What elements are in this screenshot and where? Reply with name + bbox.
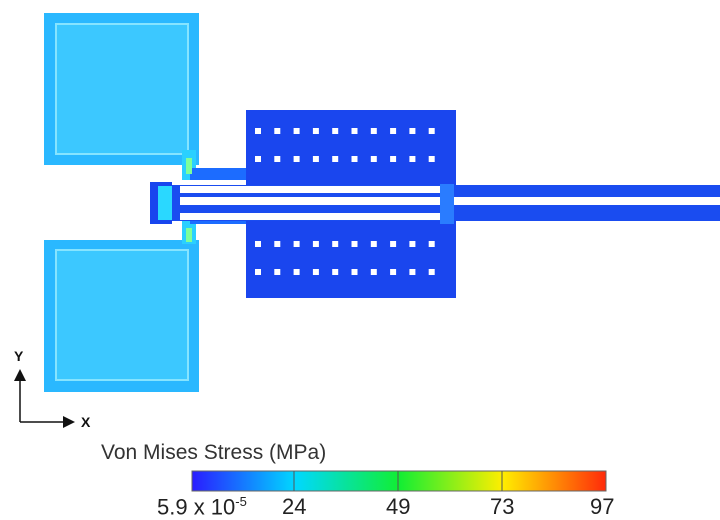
etch-hole: [370, 269, 377, 275]
etch-hole: [370, 156, 377, 162]
etch-hole: [293, 241, 300, 247]
etch-hole: [409, 156, 416, 162]
tick-1: 24: [282, 494, 307, 519]
etch-hole: [351, 128, 358, 134]
etch-hole: [370, 241, 377, 247]
x-axis-label: X: [81, 414, 91, 430]
etch-hole: [293, 156, 300, 162]
tick-3: 73: [490, 494, 515, 519]
etch-hole: [274, 156, 281, 162]
etch-hole: [428, 241, 435, 247]
etch-hole: [332, 156, 339, 162]
etch-hole: [332, 269, 339, 275]
etch-hole: [390, 128, 397, 134]
etch-hole: [351, 156, 358, 162]
comb-drive-upper: [246, 110, 456, 194]
comb-drive-lower: [246, 212, 456, 298]
etch-hole: [312, 128, 319, 134]
tick-min-exponent: -5: [235, 494, 247, 509]
etch-hole: [409, 241, 416, 247]
axis-indicator: [14, 369, 75, 428]
tick-4: 97: [590, 494, 615, 519]
etch-hole: [274, 269, 281, 275]
legend-title: Von Mises Stress (MPa): [101, 441, 327, 464]
etch-hole: [312, 241, 319, 247]
etch-hole: [409, 269, 416, 275]
etch-hole: [312, 269, 319, 275]
shuttle-block: [150, 182, 172, 224]
colorbar: [191, 470, 607, 492]
etch-hole: [351, 269, 358, 275]
etch-hole: [390, 241, 397, 247]
y-axis-label: Y: [14, 348, 24, 364]
etch-hole: [293, 269, 300, 275]
etch-hole: [428, 269, 435, 275]
etch-hole: [255, 128, 261, 134]
etch-hole: [332, 241, 339, 247]
etch-hole: [428, 156, 435, 162]
etch-hole: [312, 156, 319, 162]
etch-hole: [370, 128, 377, 134]
etch-hole: [351, 241, 358, 247]
etch-hole: [255, 156, 261, 162]
etch-hole: [293, 128, 300, 134]
etch-hole: [274, 128, 281, 134]
top-anchor-pad: [44, 13, 199, 165]
etch-hole: [390, 269, 397, 275]
etch-holes: [255, 128, 435, 275]
actuator-beam: [172, 184, 720, 224]
tick-min: 5.9 x 10-5: [157, 494, 247, 520]
etch-hole: [332, 128, 339, 134]
etch-hole: [409, 128, 416, 134]
tick-min-base: 5.9 x 10: [157, 494, 236, 520]
etch-hole: [255, 269, 261, 275]
tick-2: 49: [386, 494, 411, 519]
etch-hole: [390, 156, 397, 162]
etch-hole: [255, 241, 261, 247]
etch-hole: [274, 241, 281, 247]
bottom-anchor-pad: [44, 240, 199, 392]
etch-hole: [428, 128, 435, 134]
